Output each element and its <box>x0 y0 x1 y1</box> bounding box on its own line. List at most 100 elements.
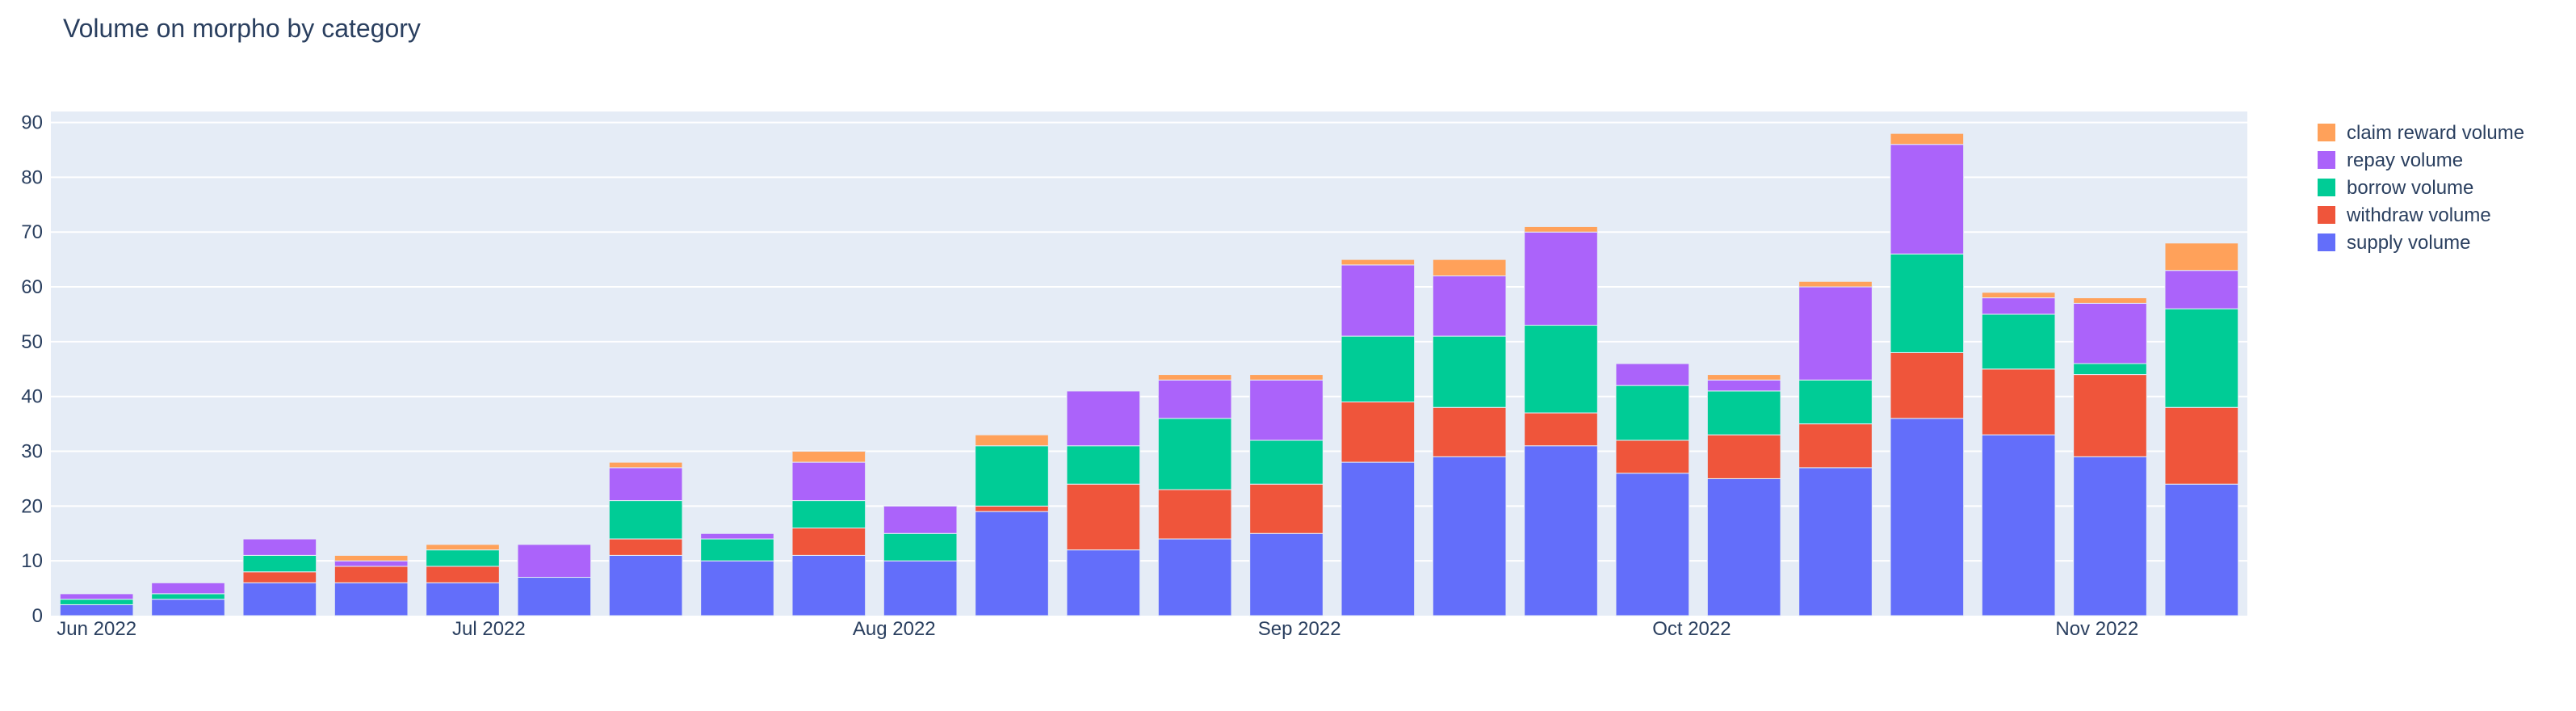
bar-segment-withdraw-volume[interactable] <box>1432 406 1507 457</box>
bar-segment-repay-volume[interactable] <box>1157 379 1232 419</box>
bar-segment-borrow-volume[interactable] <box>1432 335 1507 408</box>
bar-segment-claim-reward-volume[interactable] <box>1524 225 1598 233</box>
bar-segment-claim-reward-volume[interactable] <box>1249 374 1324 381</box>
bar-segment-claim-reward-volume[interactable] <box>791 451 866 463</box>
bar-segment-supply-volume[interactable] <box>975 511 1049 616</box>
bar-segment-supply-volume[interactable] <box>151 599 225 616</box>
bar-segment-claim-reward-volume[interactable] <box>1432 259 1507 276</box>
bar-segment-supply-volume[interactable] <box>791 554 866 616</box>
bar-segment-withdraw-volume[interactable] <box>2164 406 2239 485</box>
bar-segment-borrow-volume[interactable] <box>608 500 683 540</box>
bar-segment-withdraw-volume[interactable] <box>1798 423 1873 469</box>
bar-segment-repay-volume[interactable] <box>1981 297 2056 315</box>
bar-segment-borrow-volume[interactable] <box>2164 308 2239 408</box>
bar-segment-claim-reward-volume[interactable] <box>426 544 500 551</box>
bar-segment-repay-volume[interactable] <box>1706 379 1781 392</box>
bar-segment-withdraw-volume[interactable] <box>1706 434 1781 479</box>
bar-segment-supply-volume[interactable] <box>883 560 958 616</box>
bar-segment-repay-volume[interactable] <box>1066 390 1141 447</box>
bar-segment-supply-volume[interactable] <box>1706 478 1781 616</box>
legend[interactable]: claim reward volume repay volume borrow vo… <box>2318 122 2524 254</box>
bar-segment-supply-volume[interactable] <box>700 560 774 616</box>
bar-segment-repay-volume[interactable] <box>2164 270 2239 309</box>
bar-segment-supply-volume[interactable] <box>1157 538 1232 616</box>
legend-item-borrow-volume[interactable]: borrow volume <box>2318 177 2473 199</box>
bar-segment-claim-reward-volume[interactable] <box>608 461 683 469</box>
bar-segment-repay-volume[interactable] <box>2073 302 2147 364</box>
bar-segment-repay-volume[interactable] <box>242 538 317 556</box>
bar-segment-claim-reward-volume[interactable] <box>1157 374 1232 381</box>
bar-segment-withdraw-volume[interactable] <box>975 505 1049 512</box>
bar-segment-withdraw-volume[interactable] <box>608 538 683 556</box>
bar-segment-supply-volume[interactable] <box>1890 418 1965 616</box>
legend-item-withdraw-volume[interactable]: withdraw volume <box>2318 204 2491 226</box>
bar-segment-borrow-volume[interactable] <box>426 549 500 567</box>
bar-segment-withdraw-volume[interactable] <box>1890 351 1965 419</box>
bar-segment-claim-reward-volume[interactable] <box>975 434 1049 447</box>
bar-segment-borrow-volume[interactable] <box>1524 325 1598 414</box>
bar-segment-withdraw-volume[interactable] <box>1157 489 1232 540</box>
bar-segment-supply-volume[interactable] <box>1798 467 1873 616</box>
bar-segment-supply-volume[interactable] <box>1981 434 2056 616</box>
bar-segment-repay-volume[interactable] <box>151 582 225 595</box>
bar-segment-borrow-volume[interactable] <box>975 445 1049 507</box>
bar-segment-supply-volume[interactable] <box>608 554 683 616</box>
bar-segment-repay-volume[interactable] <box>517 544 592 578</box>
bar-segment-withdraw-volume[interactable] <box>1981 368 2056 435</box>
bar-segment-repay-volume[interactable] <box>1524 231 1598 326</box>
bar-segment-borrow-volume[interactable] <box>883 532 958 562</box>
bar-segment-withdraw-volume[interactable] <box>242 571 317 583</box>
bar-segment-withdraw-volume[interactable] <box>1066 483 1141 551</box>
bar-segment-supply-volume[interactable] <box>1066 549 1141 616</box>
bar-segment-borrow-volume[interactable] <box>2073 363 2147 376</box>
bar-segment-borrow-volume[interactable] <box>242 554 317 573</box>
bar-segment-borrow-volume[interactable] <box>700 538 774 562</box>
bar-segment-supply-volume[interactable] <box>426 582 500 616</box>
bar-segment-claim-reward-volume[interactable] <box>1981 292 2056 299</box>
bar-segment-borrow-volume[interactable] <box>1981 313 2056 370</box>
bar-segment-borrow-volume[interactable] <box>1890 253 1965 353</box>
bars[interactable] <box>59 133 2239 616</box>
bar-segment-claim-reward-volume[interactable] <box>334 554 409 562</box>
legend-item-claim-reward-volume[interactable]: claim reward volume <box>2318 122 2524 144</box>
bar-segment-supply-volume[interactable] <box>1340 461 1416 616</box>
bar-segment-claim-reward-volume[interactable] <box>2073 297 2147 304</box>
bar-segment-claim-reward-volume[interactable] <box>1340 259 1416 266</box>
bar-segment-repay-volume[interactable] <box>1798 286 1873 381</box>
bar-segment-borrow-volume[interactable] <box>59 599 134 605</box>
bar-segment-supply-volume[interactable] <box>2164 483 2239 616</box>
bar-segment-repay-volume[interactable] <box>608 467 683 502</box>
bar-segment-withdraw-volume[interactable] <box>334 566 409 583</box>
bar-segment-supply-volume[interactable] <box>2073 456 2147 616</box>
bar-segment-supply-volume[interactable] <box>1615 473 1690 616</box>
bar-segment-repay-volume[interactable] <box>334 560 409 567</box>
bar-segment-supply-volume[interactable] <box>1249 532 1324 616</box>
bar-segment-borrow-volume[interactable] <box>1706 390 1781 435</box>
bar-segment-repay-volume[interactable] <box>791 461 866 502</box>
bar-segment-withdraw-volume[interactable] <box>1340 401 1416 463</box>
bar-segment-supply-volume[interactable] <box>1432 456 1507 616</box>
bar-segment-repay-volume[interactable] <box>700 532 774 540</box>
bar-segment-withdraw-volume[interactable] <box>1615 440 1690 474</box>
bar-segment-borrow-volume[interactable] <box>1249 440 1324 485</box>
bar-segment-borrow-volume[interactable] <box>1340 335 1416 402</box>
bar-segment-supply-volume[interactable] <box>1524 445 1598 616</box>
bar-segment-repay-volume[interactable] <box>1890 144 1965 255</box>
bar-segment-repay-volume[interactable] <box>1340 264 1416 337</box>
bar-segment-supply-volume[interactable] <box>517 577 592 616</box>
bar-segment-borrow-volume[interactable] <box>1798 379 1873 425</box>
legend-item-repay-volume[interactable]: repay volume <box>2318 149 2463 171</box>
bar-segment-supply-volume[interactable] <box>242 582 317 616</box>
bar-segment-withdraw-volume[interactable] <box>2073 374 2147 457</box>
bar-segment-withdraw-volume[interactable] <box>1249 483 1324 534</box>
bar-segment-borrow-volume[interactable] <box>1615 385 1690 441</box>
bar-segment-withdraw-volume[interactable] <box>1524 412 1598 447</box>
bar-segment-repay-volume[interactable] <box>1615 363 1690 386</box>
bar-segment-supply-volume[interactable] <box>334 582 409 616</box>
bar-segment-borrow-volume[interactable] <box>791 500 866 528</box>
bar-segment-withdraw-volume[interactable] <box>426 566 500 583</box>
legend-item-supply-volume[interactable]: supply volume <box>2318 232 2470 254</box>
bar-segment-borrow-volume[interactable] <box>151 593 225 600</box>
bar-segment-repay-volume[interactable] <box>1432 275 1507 337</box>
bar-segment-supply-volume[interactable] <box>59 604 134 616</box>
